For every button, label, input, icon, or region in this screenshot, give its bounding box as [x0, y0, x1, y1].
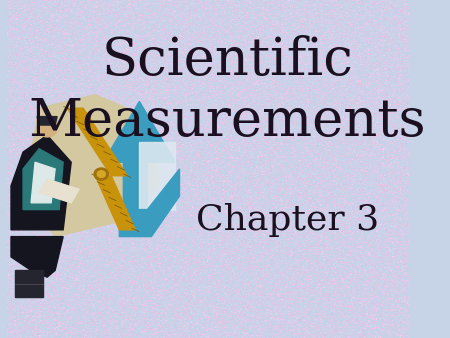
Circle shape: [37, 120, 57, 137]
Polygon shape: [119, 169, 180, 237]
Polygon shape: [37, 117, 57, 125]
Circle shape: [94, 168, 108, 180]
Polygon shape: [11, 135, 71, 230]
Polygon shape: [39, 179, 79, 203]
Polygon shape: [103, 101, 176, 230]
Circle shape: [97, 171, 105, 177]
Text: Measurements: Measurements: [29, 96, 427, 147]
Polygon shape: [15, 270, 43, 297]
Text: Scientific: Scientific: [102, 35, 354, 86]
Polygon shape: [67, 108, 127, 176]
Polygon shape: [11, 237, 63, 277]
Polygon shape: [140, 142, 176, 210]
Polygon shape: [95, 176, 135, 230]
Polygon shape: [23, 95, 159, 237]
Polygon shape: [23, 149, 63, 210]
Text: Chapter 3: Chapter 3: [196, 203, 379, 237]
Polygon shape: [31, 162, 55, 203]
